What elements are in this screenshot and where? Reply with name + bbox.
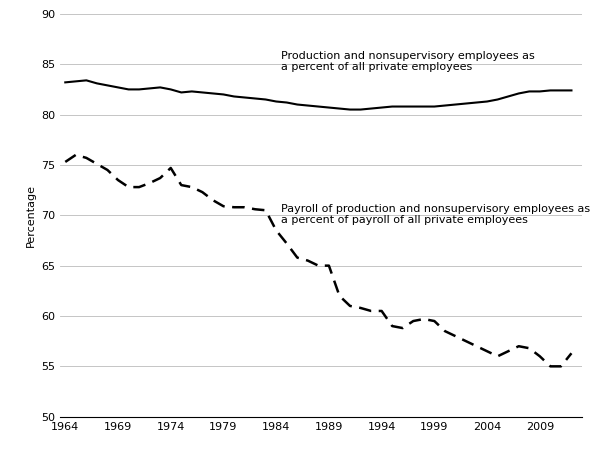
Text: Payroll of production and nonsupervisory employees as
a percent of payroll of al: Payroll of production and nonsupervisory… [281, 204, 590, 225]
Text: Production and nonsupervisory employees as
a percent of all private employees: Production and nonsupervisory employees … [281, 50, 535, 72]
Y-axis label: Percentage: Percentage [25, 184, 35, 247]
